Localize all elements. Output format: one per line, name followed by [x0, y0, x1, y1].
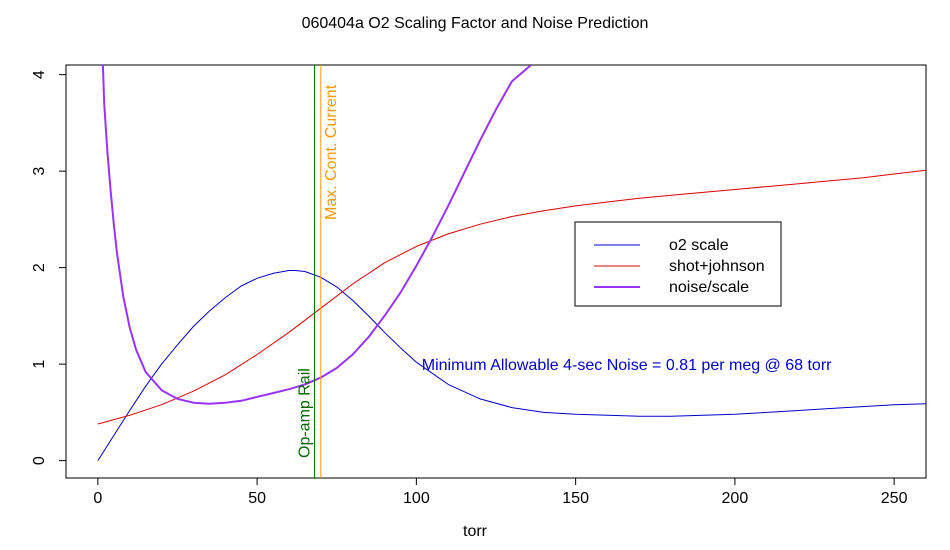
y-tick-label: 2: [31, 263, 48, 272]
x-tick-label: 200: [722, 490, 749, 507]
x-tick-label: 150: [562, 490, 589, 507]
plot-frame: [65, 64, 927, 479]
y-tick-label: 0: [31, 456, 48, 465]
x-tick-label: 50: [248, 490, 266, 507]
vline-layer: Op-amp Rail Max. Cont. Current: [296, 65, 340, 478]
legend-label-o2-scale: o2 scale: [669, 237, 729, 254]
x-tick-label: 250: [881, 490, 908, 507]
x-axis-label: torr: [463, 523, 488, 540]
legend-label-noise-scale: noise/scale: [669, 279, 749, 296]
series-line-shot-johnson: [97, 169, 926, 425]
vline-label-op-amp-rail: Op-amp Rail: [296, 368, 313, 458]
y-tick-label: 3: [31, 167, 48, 176]
y-tick-label: 4: [31, 70, 48, 79]
legend-label-shot-johnson: shot+johnson: [669, 258, 765, 275]
x-tick-label: 100: [403, 490, 430, 507]
annotation-min-noise: Minimum Allowable 4-sec Noise = 0.81 per…: [422, 357, 832, 374]
x-tick-label: 0: [93, 490, 102, 507]
series-line-o2-scale: [97, 270, 926, 461]
series-layer: [97, 65, 926, 461]
series-line-noise-scale: [101, 65, 532, 405]
axes: 0 50 100 150 200 250 0 1 2 3 4: [31, 64, 927, 507]
chart-title: 060404a O2 Scaling Factor and Noise Pred…: [302, 15, 649, 32]
legend-box: [574, 221, 782, 307]
vline-label-max-cont-current: Max. Cont. Current: [323, 84, 340, 220]
y-tick-label: 1: [31, 360, 48, 369]
legend: o2 scale shot+johnson noise/scale: [574, 221, 782, 307]
